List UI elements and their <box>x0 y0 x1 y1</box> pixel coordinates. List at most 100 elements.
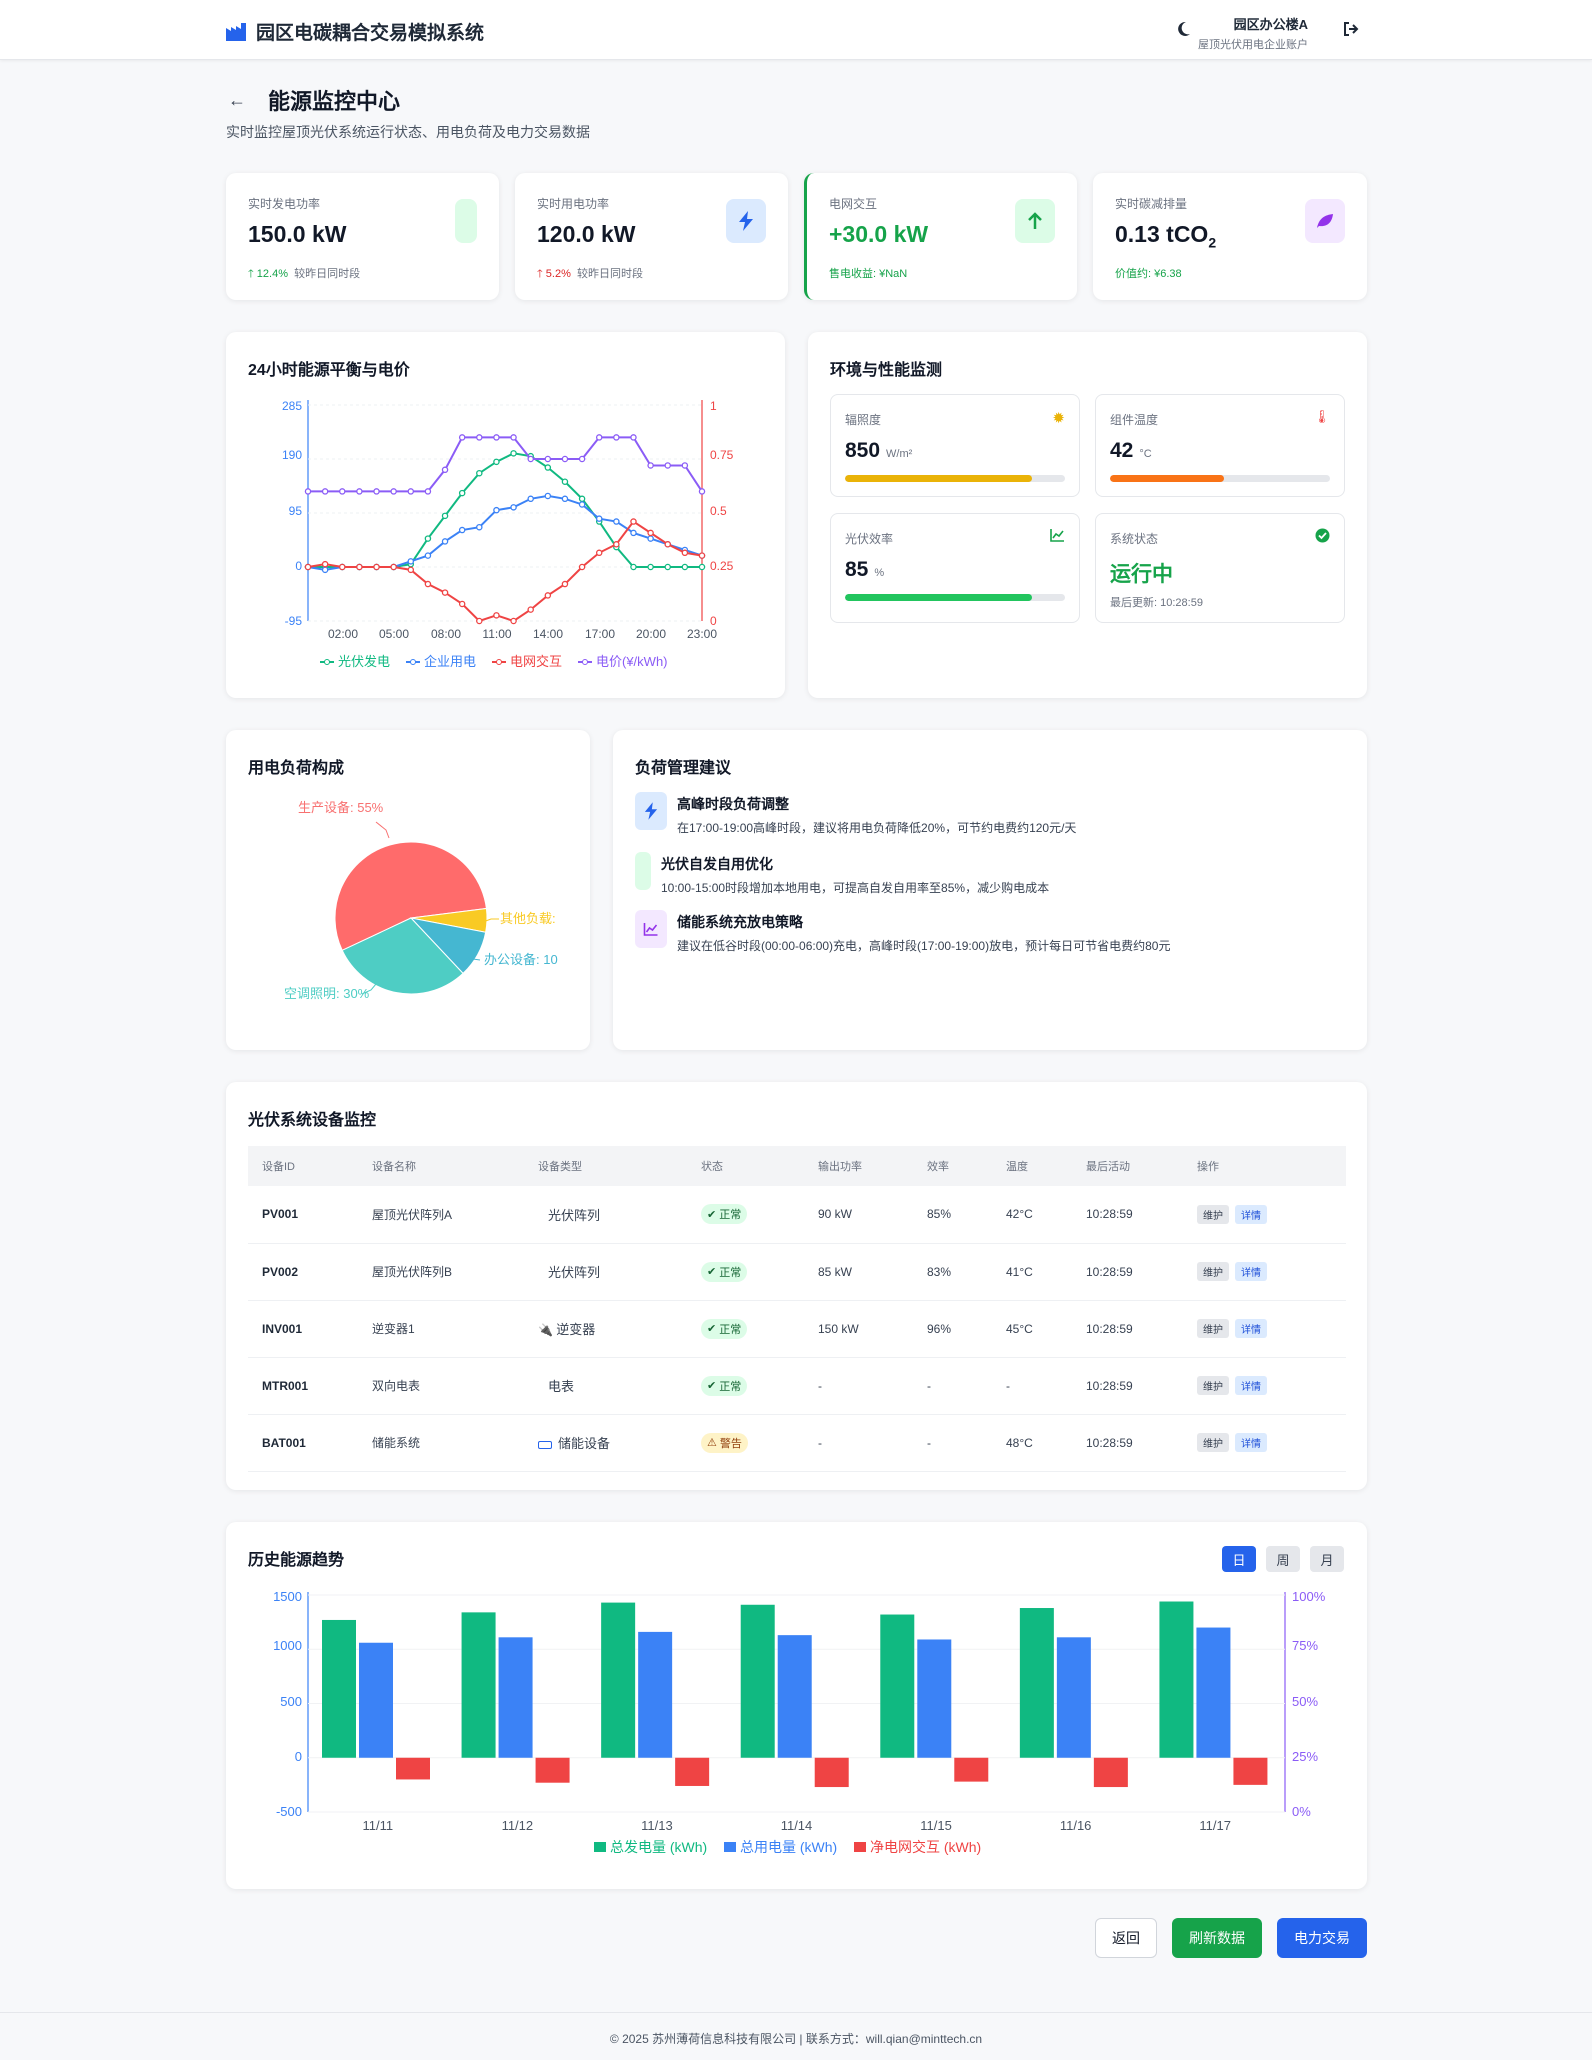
data-point <box>407 488 415 495</box>
data-point <box>630 434 637 441</box>
detail-button[interactable]: 详情 <box>1235 1262 1267 1281</box>
legend-price: 电价(¥/kWh) <box>596 654 668 669</box>
thermometer-icon: 🌡 <box>1313 409 1330 424</box>
warning-icon: ⚠ <box>707 1437 717 1449</box>
detail-button[interactable]: 详情 <box>1235 1433 1267 1452</box>
status-badge: ⚠ 警告 <box>701 1432 748 1453</box>
kpi-revenue: 售电收益: ¥NaN <box>829 268 908 280</box>
tab-day[interactable]: 日 <box>1222 1546 1256 1572</box>
bar <box>535 1757 570 1783</box>
data-point <box>356 563 363 571</box>
data-point <box>561 580 569 588</box>
bar <box>880 1614 915 1758</box>
device-name: 双向电表 <box>358 1357 524 1415</box>
data-point <box>647 462 654 469</box>
device-type: 储能设备 <box>524 1414 687 1472</box>
maintain-button[interactable]: 维护 <box>1197 1319 1229 1338</box>
bar <box>740 1604 775 1758</box>
power-trade-button[interactable]: 电力交易 <box>1277 1918 1367 1958</box>
maintain-button[interactable]: 维护 <box>1197 1376 1229 1395</box>
x-tick: 11/12 <box>502 1818 534 1833</box>
pie-slice <box>341 917 464 995</box>
data-point <box>630 563 637 571</box>
environment-monitor-card: 环境与性能监测 辐照度 ✹ 850 W/m² 组件温度 🌡 42 °C 光伏效率 8… <box>808 332 1367 698</box>
data-point <box>304 488 312 495</box>
device-last-active: 10:28:59 <box>1072 1300 1183 1358</box>
bar <box>601 1602 636 1758</box>
back-button[interactable]: 返回 <box>1095 1918 1157 1958</box>
table-row: PV002 屋顶光伏阵列B 光伏阵列 ✔ 正常 85 kW 83% 41°C 10… <box>248 1243 1346 1301</box>
refresh-data-button[interactable]: 刷新数据 <box>1172 1918 1262 1958</box>
data-point <box>441 512 449 520</box>
device-efficiency: - <box>913 1414 992 1472</box>
data-point <box>510 450 517 457</box>
solar-icon <box>635 852 651 890</box>
data-point <box>321 560 329 568</box>
kpi-value: 0.13 tCO2 <box>1115 221 1217 251</box>
data-point <box>304 563 312 571</box>
back-arrow-icon[interactable]: ← <box>228 90 246 110</box>
maintain-button[interactable]: 维护 <box>1197 1204 1229 1224</box>
device-efficiency: 96% <box>913 1300 992 1358</box>
kpi-label: 实时用电功率 <box>537 197 610 211</box>
device-type: 🔌 逆变器 <box>524 1300 687 1358</box>
device-monitor-card: 光伏系统设备监控 设备ID 设备名称 设备类型 状态 输出功率 效率 温度 最后… <box>226 1082 1367 1490</box>
kpi-card-generation: 实时发电功率 150.0 kW 🡑 12.4% 较昨日同时段 <box>226 173 499 300</box>
device-status: ✔ 正常 <box>687 1243 804 1301</box>
detail-button[interactable]: 详情 <box>1235 1204 1267 1224</box>
data-point <box>630 518 637 525</box>
suggestion-title: 高峰时段负荷调整 <box>677 796 789 812</box>
device-name: 储能系统 <box>358 1414 524 1472</box>
table-header-row: 设备ID 设备名称 设备类型 状态 输出功率 效率 温度 最后活动 操作 <box>248 1146 1346 1186</box>
logout-icon[interactable] <box>1342 20 1360 38</box>
irradiance-progress <box>845 475 1065 482</box>
device-power: 85 kW <box>804 1243 913 1301</box>
data-point <box>698 563 706 571</box>
data-point <box>561 478 569 485</box>
device-status: ✔ 正常 <box>687 1300 804 1358</box>
app-brand[interactable]: 园区电碳耦合交易模拟系统 <box>226 18 484 45</box>
arrow-up-icon: 🡑 <box>537 268 546 280</box>
status-updated-time: 最后更新: 10:28:59 <box>1110 597 1203 609</box>
device-status: ⚠ 警告 <box>687 1414 804 1472</box>
user-info: 园区办公楼A 屋顶光伏用电企业账户 <box>1198 14 1308 52</box>
data-point <box>647 563 654 571</box>
data-point <box>493 458 500 466</box>
system-status-tile: 系统状态 运行中 最后更新: 10:28:59 <box>1095 513 1345 623</box>
bar <box>322 1619 356 1758</box>
series-line <box>308 452 702 568</box>
data-point <box>647 529 654 537</box>
detail-button[interactable]: 详情 <box>1235 1376 1267 1395</box>
load-composition-card: 用电负荷构成 生产设备: 55% 空调照明: 30% 办公设备: 10 其他负载… <box>226 730 590 1050</box>
detail-button[interactable]: 详情 <box>1235 1319 1267 1338</box>
maintain-button[interactable]: 维护 <box>1197 1433 1229 1452</box>
data-point <box>441 466 449 474</box>
tile-label: 组件温度 <box>1110 413 1159 427</box>
kpi-label: 实时碳减排量 <box>1115 197 1188 211</box>
bar <box>1019 1608 1054 1758</box>
section-title: 光伏系统设备监控 <box>248 1112 377 1129</box>
x-tick: 20:00 <box>636 627 666 641</box>
data-point <box>578 495 586 503</box>
device-temp: 48°C <box>992 1414 1072 1472</box>
data-point <box>544 455 552 463</box>
maintain-button[interactable]: 维护 <box>1197 1262 1229 1281</box>
bar <box>917 1639 952 1758</box>
theme-toggle-moon-icon[interactable] <box>1174 20 1192 38</box>
x-tick: 11/15 <box>920 1818 952 1833</box>
y-right-tick: 1 <box>710 399 717 413</box>
device-power: 90 kW <box>804 1186 913 1244</box>
col-header: 设备名称 <box>372 1161 416 1173</box>
y-right-tick: 75% <box>1292 1638 1318 1653</box>
table-row: MTR001 双向电表 电表 ✔ 正常 - - - 10:28:59 维护 详情 <box>248 1357 1346 1415</box>
data-point <box>578 563 586 571</box>
kpi-card-grid-exchange: 电网交互 +30.0 kW 售电收益: ¥NaN <box>804 173 1077 300</box>
tab-month[interactable]: 月 <box>1310 1546 1344 1572</box>
chart-legend: 总发电量 (kWh) 总用电量 (kWh) 净电网交互 (kWh) <box>594 1839 981 1855</box>
tile-value: 85% <box>845 558 885 581</box>
factory-icon <box>226 22 246 41</box>
tab-week[interactable]: 周 <box>1266 1546 1300 1572</box>
x-tick: 11/11 <box>362 1818 393 1833</box>
col-header: 设备类型 <box>538 1161 582 1173</box>
data-point <box>510 434 517 441</box>
